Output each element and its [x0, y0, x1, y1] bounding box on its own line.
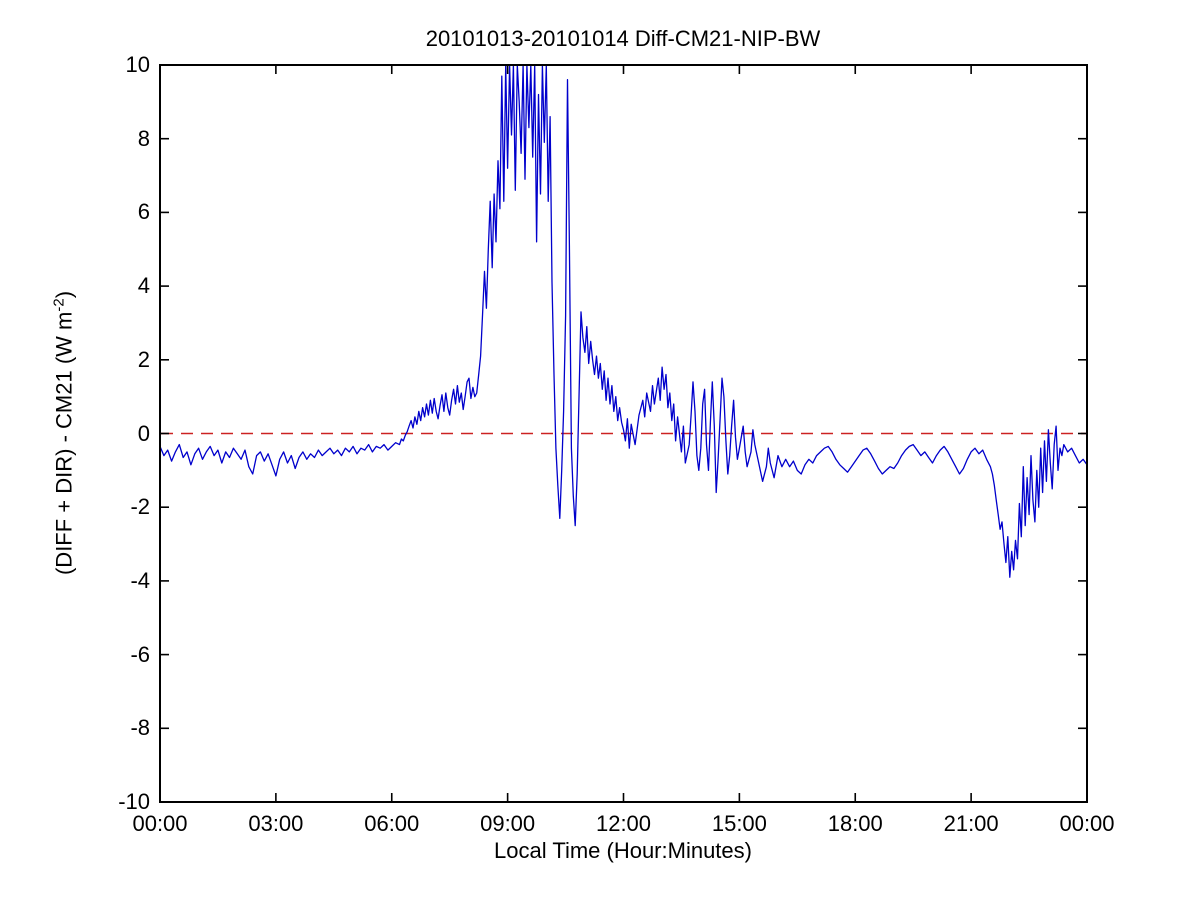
data-series-line [159, 64, 1088, 578]
x-tick-label: 00:00 [1059, 811, 1115, 836]
chart-title: 20101013-20101014 Diff-CM21-NIP-BW [425, 26, 821, 51]
y-tick-label: -2 [130, 494, 150, 520]
y-tick-label: 2 [137, 346, 150, 372]
y-axis-label: (DIFF + DIR) - CM21 (W m-2) [50, 290, 77, 576]
x-tick-label: 06:00 [364, 811, 420, 836]
y-tick-label: -6 [130, 641, 150, 667]
x-tick-label: 12:00 [595, 811, 652, 836]
y-axis-label-superscript: -2 [50, 298, 68, 312]
x-tick-label: 21:00 [943, 811, 999, 836]
y-tick-label: -4 [130, 567, 150, 593]
y-tick-label: 0 [137, 420, 150, 446]
x-tick-label: 18:00 [827, 811, 883, 836]
y-tick-label: 8 [137, 125, 150, 151]
y-tick-label: 10 [125, 52, 150, 77]
y-tick-label: 6 [137, 199, 150, 225]
x-axis-label: Local Time (Hour:Minutes) [494, 838, 752, 863]
x-tick-label: 15:00 [711, 811, 767, 836]
x-tick-label: 00:00 [132, 811, 188, 836]
x-tick-label: 09:00 [480, 811, 536, 836]
y-tick-label: 4 [137, 273, 150, 299]
y-tick-label: -10 [118, 789, 150, 814]
x-tick-label: 03:00 [248, 811, 304, 836]
y-tick-label: -8 [130, 715, 150, 741]
